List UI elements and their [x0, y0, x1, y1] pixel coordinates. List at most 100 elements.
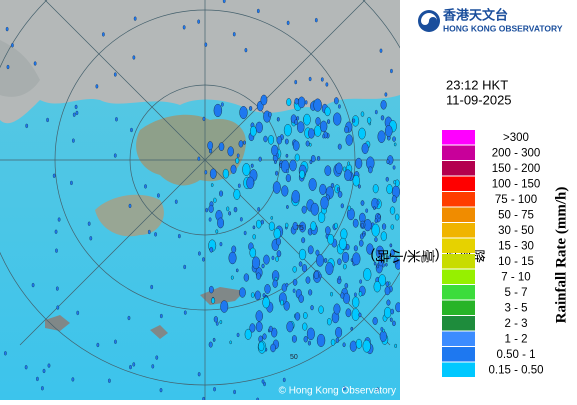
- rain-echo: [76, 310, 80, 316]
- rain-echo: [360, 111, 365, 117]
- rain-echo: [308, 128, 315, 139]
- rain-echo: [359, 279, 362, 284]
- rain-echo: [276, 136, 282, 145]
- rain-echo: [310, 305, 314, 311]
- rain-echo: [276, 237, 281, 246]
- rain-echo: [113, 72, 117, 77]
- rain-echo: [337, 143, 342, 150]
- rain-echo: [219, 320, 223, 325]
- rain-echo: [289, 159, 297, 172]
- rain-echo: [267, 135, 275, 145]
- rain-echo: [334, 97, 339, 105]
- rain-echo: [11, 43, 14, 48]
- rain-echo: [208, 285, 214, 294]
- rain-echo: [301, 264, 308, 273]
- rain-echo: [202, 257, 205, 262]
- rain-echo: [89, 236, 93, 241]
- rain-echo: [390, 224, 395, 230]
- legend-label: 100 - 150: [492, 178, 541, 190]
- rain-echo: [336, 187, 340, 192]
- rain-echo: [210, 183, 214, 187]
- rain-echo: [325, 226, 331, 235]
- legend-label: 7 - 10: [501, 271, 530, 283]
- rain-echo: [342, 342, 346, 348]
- rain-echo: [297, 121, 305, 133]
- rain-echo: [378, 258, 384, 267]
- rain-echo: [213, 387, 216, 392]
- rain-echo: [271, 327, 278, 338]
- legend-label: 1 - 2: [504, 333, 527, 345]
- rain-echo: [271, 144, 279, 156]
- rain-echo: [41, 386, 44, 391]
- rain-echo: [229, 340, 232, 345]
- rain-echo: [130, 127, 133, 133]
- rain-echo: [249, 125, 257, 137]
- rain-echo: [358, 312, 362, 318]
- rain-echo: [303, 336, 308, 343]
- rain-echo: [4, 351, 7, 356]
- rain-echo: [239, 287, 246, 298]
- rain-echo: [233, 389, 236, 395]
- lantau: [95, 194, 164, 237]
- rain-echo: [384, 286, 391, 296]
- legend-swatch: [442, 331, 475, 346]
- rain-echo: [324, 106, 331, 117]
- legend-title-english: Rainfall Rate (mm/h): [553, 187, 569, 324]
- rain-echo: [319, 183, 327, 196]
- rain-echo: [335, 337, 340, 343]
- rain-echo: [352, 174, 360, 187]
- rain-echo: [238, 140, 244, 148]
- rain-echo: [326, 318, 332, 326]
- legend-swatch: [442, 176, 475, 191]
- rain-echo: [310, 155, 316, 163]
- rain-echo: [209, 168, 217, 179]
- rain-echo: [320, 196, 329, 210]
- rain-echo: [360, 222, 365, 228]
- rain-echo: [232, 32, 236, 37]
- rain-echo: [243, 140, 246, 145]
- rain-echo: [159, 388, 163, 393]
- date: 11-09-2025: [446, 92, 512, 107]
- rain-echo: [268, 111, 272, 118]
- rain-echo: [272, 279, 278, 288]
- rain-echo: [264, 284, 271, 294]
- rain-echo: [246, 176, 255, 189]
- rain-echo: [230, 275, 234, 280]
- rain-echo: [213, 316, 218, 323]
- rain-echo: [335, 162, 343, 174]
- rain-echo: [197, 19, 200, 24]
- rain-echo: [365, 208, 369, 213]
- rain-echo: [327, 233, 335, 245]
- rain-echo: [197, 372, 201, 377]
- rain-echo: [305, 140, 310, 147]
- rain-echo: [56, 305, 60, 310]
- rain-echo: [386, 184, 393, 195]
- legend-swatch: [442, 316, 475, 331]
- rain-echo: [42, 368, 46, 374]
- rain-echo: [242, 163, 251, 176]
- legend-label: 200 - 300: [492, 147, 541, 159]
- rain-echo: [373, 261, 377, 266]
- rain-echo: [325, 82, 329, 87]
- rain-echo: [386, 159, 390, 165]
- rain-echo: [208, 341, 213, 348]
- rain-echo: [314, 18, 318, 23]
- legend-label: >300: [503, 132, 529, 144]
- range-label: 50: [290, 354, 298, 361]
- rain-echo: [390, 308, 395, 315]
- rain-echo: [308, 76, 312, 82]
- rain-echo: [294, 153, 300, 162]
- rain-echo: [294, 97, 299, 105]
- rain-echo: [395, 302, 400, 313]
- rain-echo: [220, 300, 229, 313]
- rain-echo: [352, 118, 356, 123]
- rain-echo: [113, 153, 117, 158]
- legend-label: 5 - 7: [504, 287, 527, 299]
- rain-echo: [391, 195, 397, 203]
- rain-echo: [282, 377, 286, 383]
- rain-echo: [378, 274, 387, 287]
- legend-label: 0.15 - 0.50: [489, 364, 544, 376]
- rain-echo: [301, 237, 306, 244]
- rain-echo: [284, 138, 289, 145]
- legend-label: 3 - 5: [504, 302, 527, 314]
